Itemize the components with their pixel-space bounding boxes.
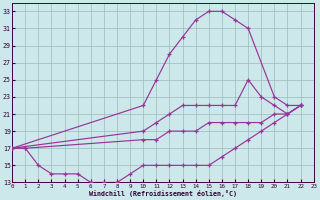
X-axis label: Windchill (Refroidissement éolien,°C): Windchill (Refroidissement éolien,°C): [89, 190, 237, 197]
